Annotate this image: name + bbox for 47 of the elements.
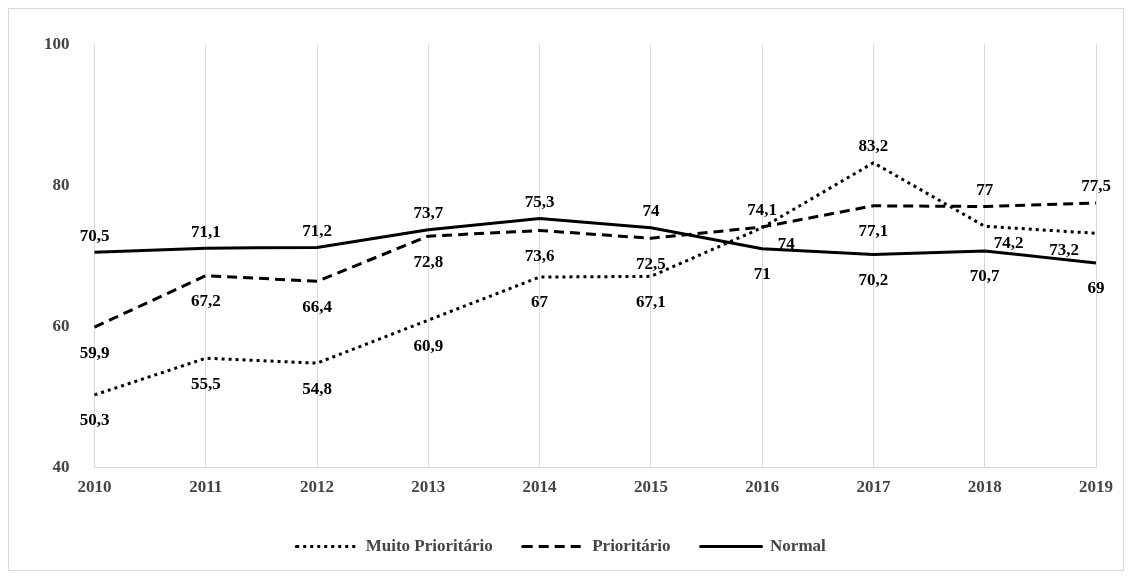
data-label: 69 (1087, 278, 1105, 298)
legend-label: Prioritário (592, 535, 671, 555)
x-tick-label: 2011 (189, 477, 223, 497)
data-label: 71,1 (190, 221, 221, 241)
data-label: 60,9 (413, 335, 444, 355)
data-label: 83,2 (858, 136, 889, 156)
data-label: 72,8 (413, 251, 444, 271)
data-label: 71 (753, 264, 771, 284)
y-tick-label: 40 (52, 456, 70, 476)
y-tick-label: 80 (52, 174, 70, 194)
y-tick-label: 100 (44, 33, 70, 53)
data-label: 74,1 (747, 200, 778, 220)
x-tick-label: 2017 (856, 477, 891, 497)
data-label: 72,5 (636, 253, 666, 273)
data-label: 77 (976, 179, 994, 199)
data-label: 67,1 (636, 291, 666, 311)
data-label: 70,2 (858, 269, 889, 289)
x-tick-label: 2012 (300, 477, 335, 497)
data-label: 67,2 (190, 291, 221, 311)
data-label: 74,2 (993, 232, 1024, 252)
data-label: 59,9 (79, 342, 110, 362)
legend-label: Normal (770, 535, 827, 555)
x-tick-label: 2016 (745, 477, 780, 497)
data-label: 50,3 (79, 410, 110, 430)
x-tick-label: 2018 (967, 477, 1002, 497)
data-label: 73,6 (524, 245, 555, 265)
data-label: 73,2 (1049, 239, 1079, 259)
x-tick-label: 2010 (77, 477, 112, 497)
x-tick-label: 2014 (522, 477, 558, 497)
x-tick-label: 2013 (411, 477, 446, 497)
x-tick-label: 2015 (633, 477, 668, 497)
y-tick-label: 60 (52, 315, 70, 335)
data-label: 75,3 (524, 191, 555, 211)
legend-label: Muito Prioritário (365, 535, 493, 555)
data-label: 67 (531, 292, 549, 312)
data-label: 77,5 (1081, 176, 1111, 196)
data-label: 71,2 (302, 220, 332, 240)
data-label: 66,4 (302, 296, 333, 316)
data-label: 77,1 (858, 221, 889, 241)
data-label: 70,7 (969, 266, 1001, 286)
data-label: 54,8 (302, 378, 332, 398)
data-label: 74 (642, 201, 660, 221)
x-tick-label: 2019 (1079, 477, 1113, 497)
data-label: 55,5 (190, 373, 221, 393)
data-label: 70,5 (79, 225, 110, 245)
data-label: 74 (777, 234, 796, 254)
data-label: 73,7 (413, 203, 444, 223)
